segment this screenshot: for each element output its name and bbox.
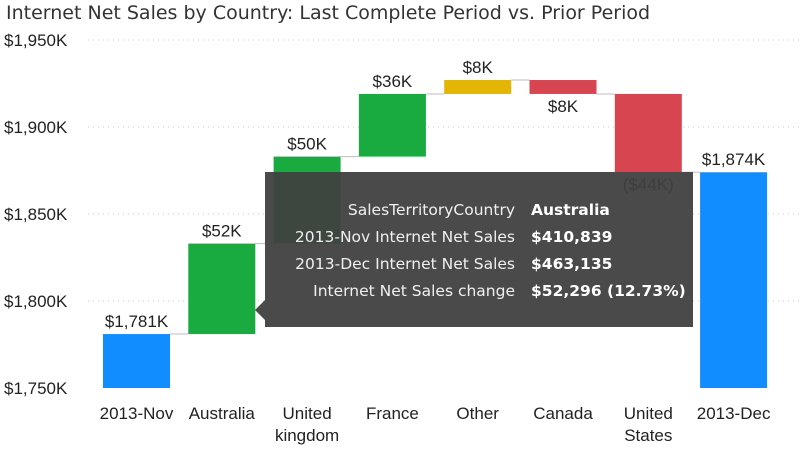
x-tick-label: 2013-Dec: [697, 404, 771, 423]
tooltip-row: 2013-Dec Internet Net Sales $463,135: [265, 255, 693, 281]
y-axis: $1,750K $1,800K $1,850K $1,900K $1,950K: [4, 31, 68, 398]
tooltip: SalesTerritoryCountry Australia 2013-Nov…: [255, 172, 693, 327]
x-tick-label: United States: [624, 404, 673, 445]
tooltip-value: Australia: [531, 201, 610, 219]
x-tick-line: 2013-Nov: [100, 404, 174, 423]
tooltip-key: 2013-Dec Internet Net Sales: [295, 255, 515, 273]
bar-2013-nov[interactable]: [103, 334, 170, 388]
y-tick-label: $1,850K: [4, 205, 68, 224]
data-label: $50K: [287, 135, 327, 154]
x-tick-line: United: [283, 404, 332, 423]
x-tick-line: 2013-Dec: [697, 404, 771, 423]
bar-united-states[interactable]: [614, 93, 682, 173]
bar-france[interactable]: [358, 93, 426, 157]
x-tick-line: United: [624, 404, 673, 423]
x-tick-line: Canada: [533, 404, 593, 423]
tooltip-key: Internet Net Sales change: [313, 282, 515, 300]
x-tick-line: Other: [456, 404, 499, 423]
data-label: $52K: [202, 222, 242, 241]
tooltip-pointer: [255, 300, 265, 320]
tooltip-row: SalesTerritoryCountry Australia: [265, 201, 693, 227]
tooltip-value: $410,839: [531, 228, 613, 246]
bar-australia[interactable]: [188, 243, 256, 335]
x-tick-line: States: [624, 426, 672, 445]
x-tick-label: Australia: [189, 404, 256, 423]
bar-canada[interactable]: [529, 80, 597, 94]
data-label: $36K: [373, 72, 413, 91]
tooltip-key: SalesTerritoryCountry: [347, 201, 515, 219]
tooltip-row: Internet Net Sales change $52,296 (12.73…: [265, 282, 693, 308]
data-label: $1,781K: [105, 312, 169, 331]
x-tick-line: kingdom: [275, 426, 339, 445]
bar-2013-dec[interactable]: [700, 172, 768, 388]
x-axis: 2013-Nov Australia United kingdom France Othe…: [100, 404, 771, 445]
data-label: $1,874K: [702, 150, 766, 169]
tooltip-row: 2013-Nov Internet Net Sales $410,839: [265, 228, 693, 254]
y-tick-label: $1,900K: [4, 118, 68, 137]
x-tick-line: Australia: [189, 404, 256, 423]
y-tick-label: $1,950K: [4, 31, 68, 50]
x-tick-line: France: [366, 404, 419, 423]
x-tick-label: Canada: [533, 404, 593, 423]
data-label: $8K: [548, 97, 579, 116]
bar-other[interactable]: [444, 80, 512, 94]
x-tick-label: Other: [456, 404, 499, 423]
data-label: $8K: [463, 58, 494, 77]
x-tick-label: France: [366, 404, 419, 423]
tooltip-value: $52,296 (12.73%): [531, 282, 686, 300]
x-tick-label: United kingdom: [275, 404, 339, 445]
tooltip-value: $463,135: [531, 255, 613, 273]
x-tick-label: 2013-Nov: [100, 404, 174, 423]
chart-title: Internet Net Sales by Country: Last Comp…: [6, 2, 651, 24]
y-tick-label: $1,750K: [4, 379, 68, 398]
tooltip-key: 2013-Nov Internet Net Sales: [294, 228, 515, 246]
y-tick-label: $1,800K: [4, 292, 68, 311]
